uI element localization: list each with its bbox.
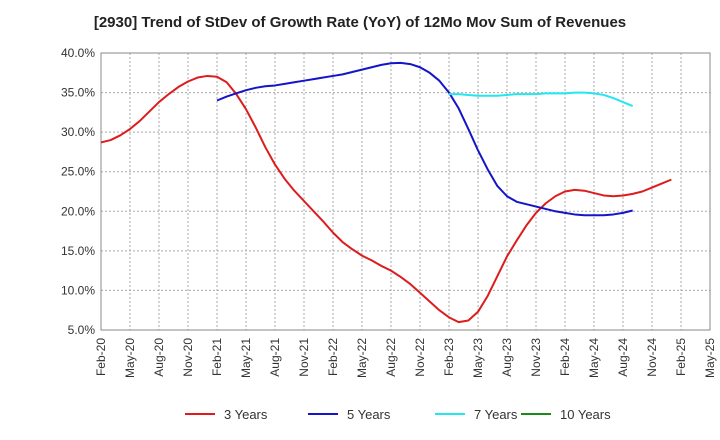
x-tick-label: Feb-25	[674, 338, 688, 376]
x-tick-label: Nov-24	[645, 338, 659, 377]
legend-label-10-years: 10 Years	[560, 407, 611, 422]
x-tick-label: Aug-24	[616, 338, 630, 377]
series-line-3-years	[100, 74, 672, 324]
y-tick-label: 40.0%	[61, 46, 95, 60]
y-tick-label: 5.0%	[68, 323, 96, 337]
x-tick-label: Feb-20	[94, 338, 108, 376]
legend-label-5-years: 5 Years	[347, 407, 391, 422]
x-tick-label: Aug-22	[384, 338, 398, 377]
series-layer	[100, 61, 672, 324]
x-tick-label: May-21	[239, 338, 253, 378]
x-tick-label: Nov-23	[529, 338, 543, 377]
y-tick-label: 35.0%	[61, 86, 95, 100]
x-tick-label: May-22	[355, 338, 369, 378]
y-tick-label: 25.0%	[61, 165, 95, 179]
x-tick-label: May-20	[123, 338, 137, 378]
y-tick-label: 20.0%	[61, 204, 95, 218]
legend-label-3-years: 3 Years	[224, 407, 268, 422]
legend: 3 Years 5 Years 7 Years 10 Years	[185, 407, 611, 422]
x-tick-label: Nov-22	[413, 338, 427, 377]
x-tick-label: Feb-22	[326, 338, 340, 376]
plot-area	[101, 53, 710, 330]
y-tick-label: 10.0%	[61, 283, 95, 297]
legend-label-7-years: 7 Years	[474, 407, 518, 422]
y-tick-label: 15.0%	[61, 244, 95, 258]
grid-layer	[100, 52, 711, 331]
x-tick-label: Feb-21	[210, 338, 224, 376]
x-tick-label: Aug-23	[500, 338, 514, 377]
x-tick-label: May-24	[587, 338, 601, 378]
series-line-7-years	[449, 91, 634, 107]
chart-title: [2930] Trend of StDev of Growth Rate (Yo…	[93, 14, 627, 31]
y-tick-label: 30.0%	[61, 125, 95, 139]
x-tick-label: May-25	[703, 338, 717, 378]
plot-frame	[100, 52, 711, 331]
x-tick-label: Feb-24	[558, 338, 572, 376]
x-tick-label: Nov-21	[297, 338, 311, 377]
x-tick-label: Nov-20	[181, 338, 195, 377]
series-line-5-years	[216, 61, 633, 217]
x-tick-label: Feb-23	[442, 338, 456, 376]
x-tick-label: May-23	[471, 338, 485, 378]
x-tick-label: Aug-20	[152, 338, 166, 377]
axis-layer: Feb-20 May-20 Aug-20 Nov-20 Feb-21 May-21 Aug-…	[61, 46, 717, 378]
x-tick-label: Aug-21	[268, 338, 282, 377]
